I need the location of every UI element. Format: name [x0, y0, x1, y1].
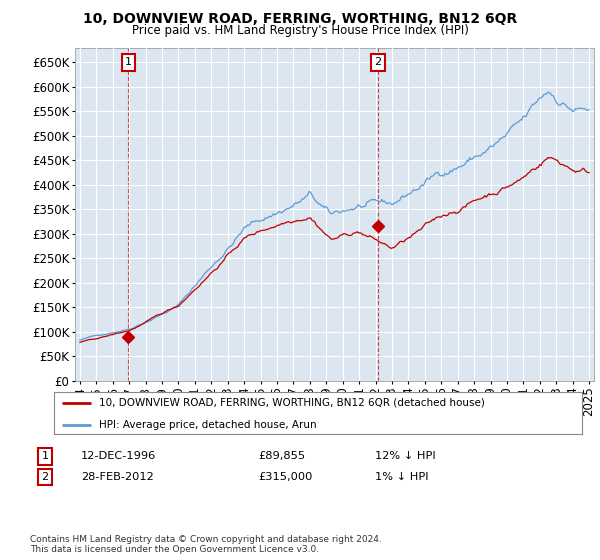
Text: 12% ↓ HPI: 12% ↓ HPI	[375, 451, 436, 461]
Text: HPI: Average price, detached house, Arun: HPI: Average price, detached house, Arun	[99, 420, 317, 430]
Text: 1: 1	[41, 451, 49, 461]
Text: £89,855: £89,855	[258, 451, 305, 461]
Text: 10, DOWNVIEW ROAD, FERRING, WORTHING, BN12 6QR: 10, DOWNVIEW ROAD, FERRING, WORTHING, BN…	[83, 12, 517, 26]
Text: 2: 2	[374, 57, 382, 67]
Text: 10, DOWNVIEW ROAD, FERRING, WORTHING, BN12 6QR (detached house): 10, DOWNVIEW ROAD, FERRING, WORTHING, BN…	[99, 398, 485, 408]
Text: 1% ↓ HPI: 1% ↓ HPI	[375, 472, 428, 482]
Text: Contains HM Land Registry data © Crown copyright and database right 2024.
This d: Contains HM Land Registry data © Crown c…	[30, 535, 382, 554]
Text: 28-FEB-2012: 28-FEB-2012	[81, 472, 154, 482]
Text: 2: 2	[41, 472, 49, 482]
Text: Price paid vs. HM Land Registry's House Price Index (HPI): Price paid vs. HM Land Registry's House …	[131, 24, 469, 37]
Text: £315,000: £315,000	[258, 472, 313, 482]
Text: 1: 1	[125, 57, 132, 67]
Text: 12-DEC-1996: 12-DEC-1996	[81, 451, 156, 461]
